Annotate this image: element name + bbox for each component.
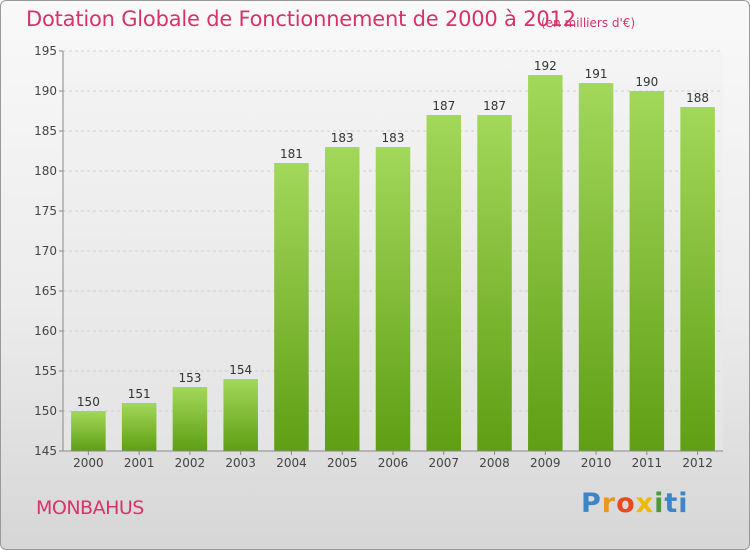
data-label-2003: 154 bbox=[229, 363, 252, 377]
proxiti-logo: Proxiti bbox=[581, 488, 689, 519]
data-label-2006: 183 bbox=[382, 131, 405, 145]
x-tick-label-2000: 2000 bbox=[73, 456, 104, 470]
bar-2004 bbox=[274, 163, 309, 451]
bar-2001 bbox=[121, 403, 157, 451]
y-axis: 145 150 155 160 165 170 175 180 185 190 195 bbox=[34, 44, 63, 458]
chart-unit: (en milliers d'€) bbox=[541, 16, 636, 30]
y-tick-label: 145 bbox=[34, 444, 57, 458]
bar-2008 bbox=[477, 115, 512, 451]
data-label-2000: 150 bbox=[77, 395, 100, 409]
logo-letter: P bbox=[581, 488, 602, 519]
data-label-2010: 191 bbox=[585, 67, 608, 81]
logo-letter: x bbox=[635, 488, 655, 519]
data-label-2011: 190 bbox=[635, 75, 658, 89]
bar-2000 bbox=[71, 411, 106, 451]
x-tick-label-2003: 2003 bbox=[225, 456, 256, 470]
bar-2012 bbox=[680, 107, 715, 451]
bar-2010 bbox=[578, 83, 614, 451]
bar-2005 bbox=[324, 147, 360, 451]
x-tick-label-2006: 2006 bbox=[378, 456, 409, 470]
logo-letter: r bbox=[601, 488, 617, 519]
bar-2011 bbox=[629, 91, 665, 451]
y-tick-label: 190 bbox=[34, 84, 57, 98]
x-tick-label-2002: 2002 bbox=[175, 456, 206, 470]
data-label-2005: 183 bbox=[331, 131, 354, 145]
chart-title: Dotation Globale de Fonctionnement de 20… bbox=[26, 7, 576, 31]
bars: 150 151 153 154 181 183 183 187 187 192 191 190 188 bbox=[71, 59, 715, 451]
x-tick-label-2008: 2008 bbox=[479, 456, 510, 470]
data-label-2012: 188 bbox=[686, 91, 709, 105]
x-tick-label-2012: 2012 bbox=[682, 456, 713, 470]
data-label-2009: 192 bbox=[534, 59, 557, 73]
y-tick-label: 185 bbox=[34, 124, 57, 138]
x-tick-label-2007: 2007 bbox=[428, 456, 459, 470]
y-tick-label: 195 bbox=[34, 44, 57, 58]
bar-2006 bbox=[375, 147, 411, 451]
y-tick-label: 155 bbox=[34, 364, 57, 378]
y-tick-label: 150 bbox=[34, 404, 57, 418]
bar-2009 bbox=[528, 75, 563, 451]
bar-2002 bbox=[172, 387, 208, 451]
logo-letter: o bbox=[616, 488, 636, 519]
data-label-2001: 151 bbox=[128, 387, 151, 401]
y-tick-label: 180 bbox=[34, 164, 57, 178]
commune-name: MONBAHUS bbox=[36, 497, 144, 519]
y-tick-label: 175 bbox=[34, 204, 57, 218]
data-label-2008: 187 bbox=[483, 99, 506, 113]
data-label-2004: 181 bbox=[280, 147, 303, 161]
x-tick-label-2010: 2010 bbox=[581, 456, 612, 470]
y-tick-label: 170 bbox=[34, 244, 57, 258]
y-tick-label: 160 bbox=[34, 324, 57, 338]
x-tick-label-2009: 2009 bbox=[530, 456, 561, 470]
bar-2007 bbox=[426, 115, 462, 451]
data-label-2007: 187 bbox=[432, 99, 455, 113]
x-tick-label-2001: 2001 bbox=[124, 456, 155, 470]
logo-letter: i bbox=[654, 488, 665, 519]
logo-letter: i bbox=[678, 488, 689, 519]
x-axis: 2000 2001 2002 2003 2004 2005 2006 2007 2008 2009… bbox=[73, 451, 713, 470]
x-tick-label-2005: 2005 bbox=[327, 456, 358, 470]
data-label-2002: 153 bbox=[178, 371, 201, 385]
x-tick-label-2004: 2004 bbox=[276, 456, 307, 470]
logo-letter: t bbox=[664, 488, 679, 519]
x-tick-label-2011: 2011 bbox=[632, 456, 663, 470]
y-tick-label: 165 bbox=[34, 284, 57, 298]
bar-2003 bbox=[223, 379, 258, 451]
